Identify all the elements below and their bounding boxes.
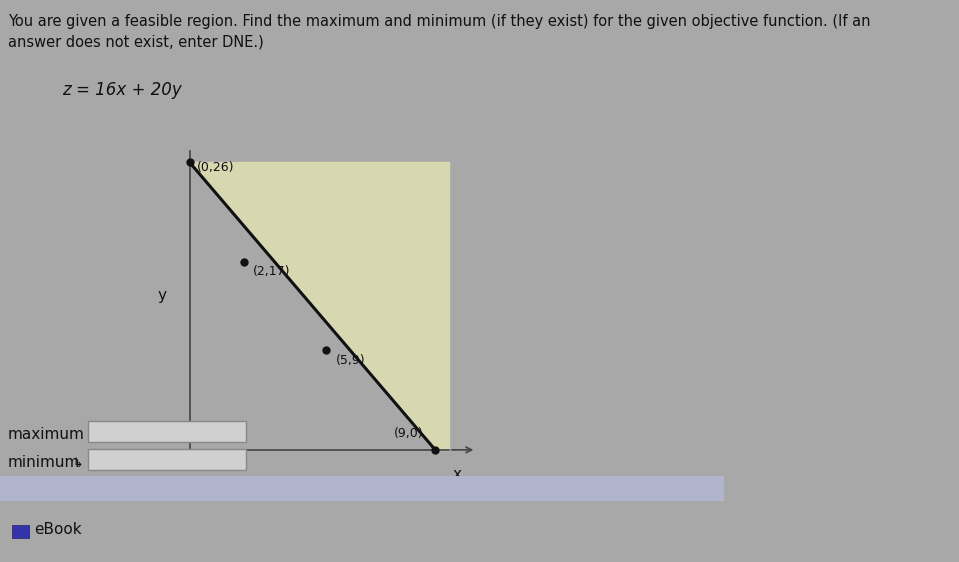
Text: answer does not exist, enter DNE.): answer does not exist, enter DNE.) [8,35,264,50]
Text: (0,26): (0,26) [197,161,234,174]
Text: y: y [158,288,167,302]
Polygon shape [190,162,449,450]
Text: eBook: eBook [35,523,82,537]
Text: (5,9): (5,9) [336,353,365,366]
Text: x: x [453,466,461,482]
Text: 0: 0 [193,460,200,473]
Text: minimum: minimum [8,455,80,470]
Text: maximum: maximum [8,427,84,442]
Text: (9,0): (9,0) [394,427,424,439]
Text: You are given a feasible region. Find the maximum and minimum (if they exist) fo: You are given a feasible region. Find th… [8,14,870,29]
Text: Additional Materials: Additional Materials [12,481,185,496]
Text: (2,17): (2,17) [252,265,290,278]
Text: z = 16x + 20y: z = 16x + 20y [62,81,182,99]
Text: ↳: ↳ [72,457,82,470]
